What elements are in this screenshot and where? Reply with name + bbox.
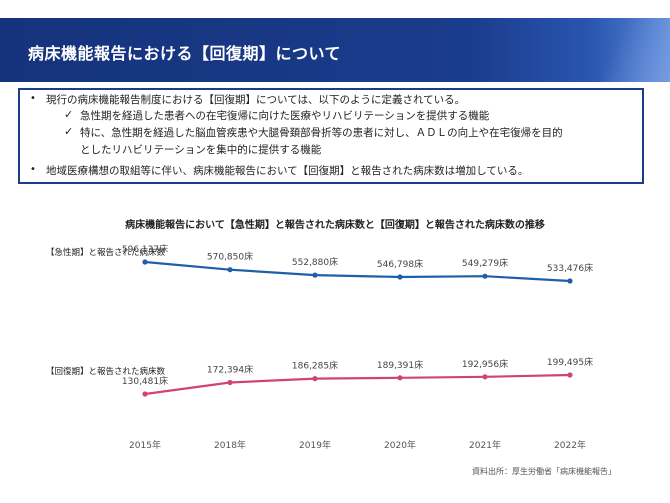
data-label: 552,880床: [292, 256, 338, 268]
series-line-recovery: [144, 373, 571, 396]
data-point: [482, 273, 488, 279]
summary-check-2-line-2: としたリハビリテーションを集中的に提供する機能: [80, 144, 322, 156]
title-banner: 病床機能報告における【回復期】について: [0, 18, 670, 82]
page-title: 病床機能報告における【回復期】について: [28, 44, 342, 63]
data-label: 596,137床: [122, 243, 168, 255]
chart-title: 病床機能報告において【急性期】と報告された病床数と【回復期】と報告された病床数の…: [125, 220, 545, 231]
data-label: 130,481床: [122, 375, 168, 387]
data-point: [567, 372, 573, 378]
data-label: 199,495床: [547, 356, 593, 368]
summary-check-1: 急性期を経過した患者への在宅復帰に向けた医療やリハビリテーションを提供する機能: [80, 110, 490, 122]
summary-box: • 現行の病床機能報告制度における【回復期】については、以下のように定義されてい…: [18, 88, 644, 184]
data-point: [567, 278, 573, 284]
summary-bullet-2: 地域医療構想の取組等に伴い、病床機能報告において【回復期】と報告された病床数は増…: [46, 165, 529, 177]
x-tick-label: 2021年: [469, 439, 501, 451]
check-icon: ✓: [64, 108, 74, 121]
data-point: [227, 267, 233, 273]
data-label: 189,391床: [377, 359, 423, 371]
data-point: [397, 274, 403, 280]
x-tick-label: 2022年: [554, 439, 586, 451]
data-label: 546,798床: [377, 258, 423, 270]
summary-bullet-1: 現行の病床機能報告制度における【回復期】については、以下のように定義されている。: [46, 94, 466, 106]
data-point: [482, 374, 488, 380]
check-icon: ✓: [64, 125, 74, 138]
bullet-icon: •: [30, 164, 36, 175]
data-point: [142, 391, 148, 397]
data-label: 172,394床: [207, 364, 253, 376]
source-note: 資料出所：厚生労働省「病床機能報告」: [472, 467, 616, 476]
x-tick-label: 2020年: [384, 439, 416, 451]
data-label: 549,279床: [462, 257, 508, 269]
data-point: [312, 272, 318, 278]
series-label-recovery: 【回復期】と報告された病床数: [46, 367, 166, 377]
data-label: 570,850床: [207, 251, 253, 263]
data-point: [312, 376, 318, 382]
data-label: 192,956床: [462, 358, 508, 370]
data-label: 186,285床: [292, 360, 338, 372]
data-point: [397, 375, 403, 381]
series-label-acute: 【急性期】と報告された病床数: [46, 248, 166, 258]
summary-check-2-line-1: 特に、急性期を経過した脳血管疾患や大腿骨頚部骨折等の患者に対し、ＡＤＬの向上や在…: [80, 127, 563, 139]
banner-accent: [580, 18, 670, 82]
x-tick-label: 2015年: [129, 439, 161, 451]
data-point: [227, 379, 233, 386]
x-tick-label: 2018年: [214, 439, 246, 451]
x-tick-label: 2019年: [299, 439, 331, 451]
data-point: [142, 259, 148, 265]
series-line-acute: [144, 260, 571, 283]
data-label: 533,476床: [547, 262, 593, 274]
bullet-icon: •: [30, 93, 36, 104]
